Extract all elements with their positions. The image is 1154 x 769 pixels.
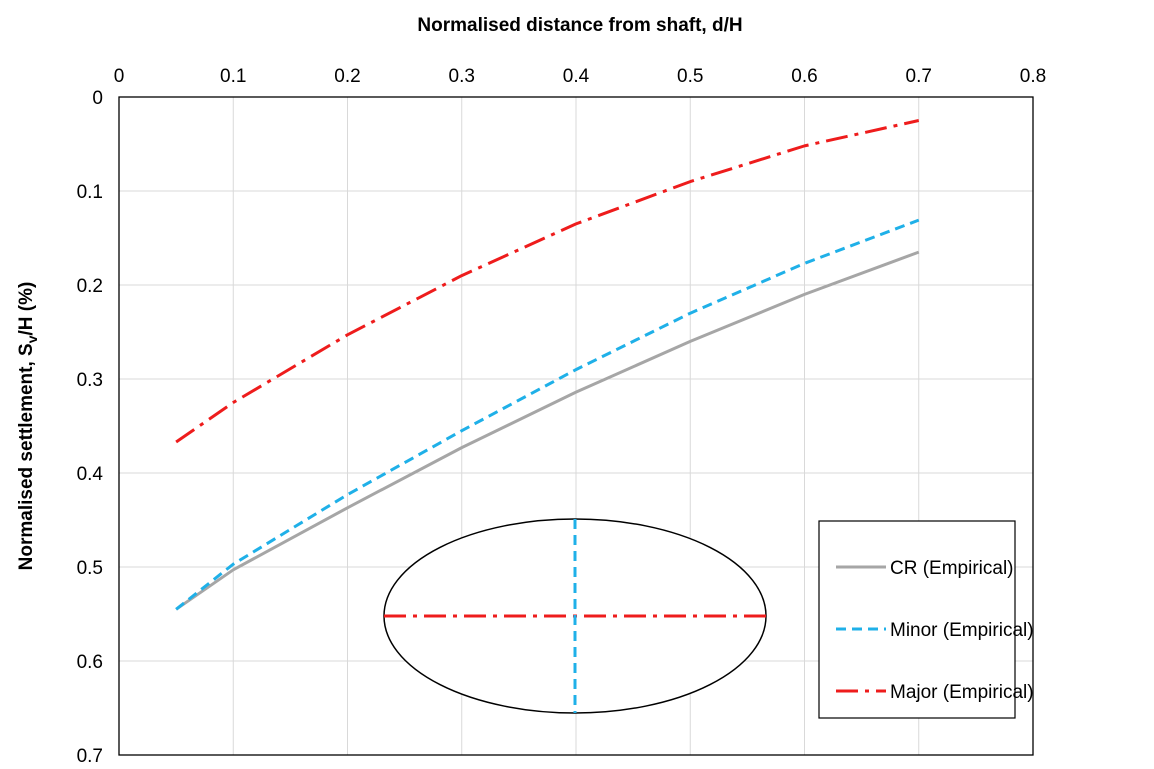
- ellipse-inset: [383, 518, 767, 714]
- y-axis-title: Normalised settlement, Sv/H (%): [16, 282, 40, 571]
- series-layer: [175, 119, 920, 611]
- x-axis-title: Normalised distance from shaft, d/H: [417, 15, 742, 36]
- y-tick-label: 0.4: [77, 464, 104, 485]
- x-tick-labels: 0 0.1 0.2 0.3 0.4 0.5 0.6 0.7 0.8: [114, 66, 1047, 87]
- y-tick-label: 0.1: [77, 182, 103, 203]
- x-tick-label: 0.2: [334, 66, 360, 87]
- legend-label-1: Minor (Empirical): [890, 620, 1034, 641]
- series-line-2: [175, 119, 920, 444]
- x-tick-label: 0.4: [563, 66, 590, 87]
- y-tick-labels: 0 0.1 0.2 0.3 0.4 0.5 0.6 0.7: [77, 88, 104, 767]
- y-axis-title-subscript: v: [24, 335, 40, 343]
- x-tick-label: 0.7: [906, 66, 932, 87]
- legend-items: CR (Empirical) Minor (Empirical) Major (Em…: [836, 558, 1034, 703]
- y-tick-label: 0.3: [77, 370, 103, 391]
- y-tick-label: 0: [92, 88, 103, 109]
- y-tick-label: 0.7: [77, 746, 103, 767]
- series-line-1: [175, 218, 920, 611]
- x-tick-label: 0.5: [677, 66, 703, 87]
- legend: CR (Empirical) Minor (Empirical) Major (Em…: [818, 520, 1034, 719]
- y-tick-label: 0.2: [77, 276, 103, 297]
- x-tick-label: 0.8: [1020, 66, 1046, 87]
- y-tick-label: 0.5: [77, 558, 103, 579]
- y-tick-label: 0.6: [77, 652, 103, 673]
- series-line-0: [175, 250, 920, 611]
- y-axis-title-tail: /H (%): [16, 282, 37, 336]
- y-axis-title-main: Normalised settlement, S: [16, 343, 37, 570]
- x-tick-label: 0: [114, 66, 125, 87]
- legend-box: [818, 520, 1016, 719]
- legend-label-0: CR (Empirical): [890, 558, 1014, 579]
- x-tick-label: 0.1: [220, 66, 246, 87]
- x-tick-label: 0.6: [791, 66, 817, 87]
- x-tick-label: 0.3: [449, 66, 475, 87]
- plot-area: [118, 96, 1034, 756]
- legend-label-2: Major (Empirical): [890, 682, 1034, 703]
